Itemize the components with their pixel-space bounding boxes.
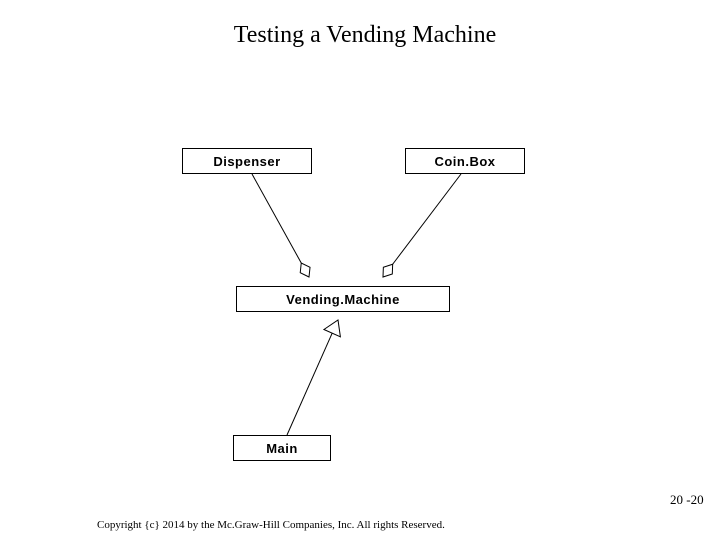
- copyright-text: Copyright {c} 2014 by the Mc.Graw-Hill C…: [97, 519, 445, 531]
- node-coinbox: Coin.Box: [405, 148, 525, 174]
- node-vending: Vending.Machine: [236, 286, 450, 312]
- node-dispenser: Dispenser: [182, 148, 312, 174]
- page-number: 20 -20: [670, 492, 704, 508]
- page-title: Testing a Vending Machine: [155, 22, 575, 49]
- node-main: Main: [233, 435, 331, 461]
- diagram-connectors: [0, 0, 720, 540]
